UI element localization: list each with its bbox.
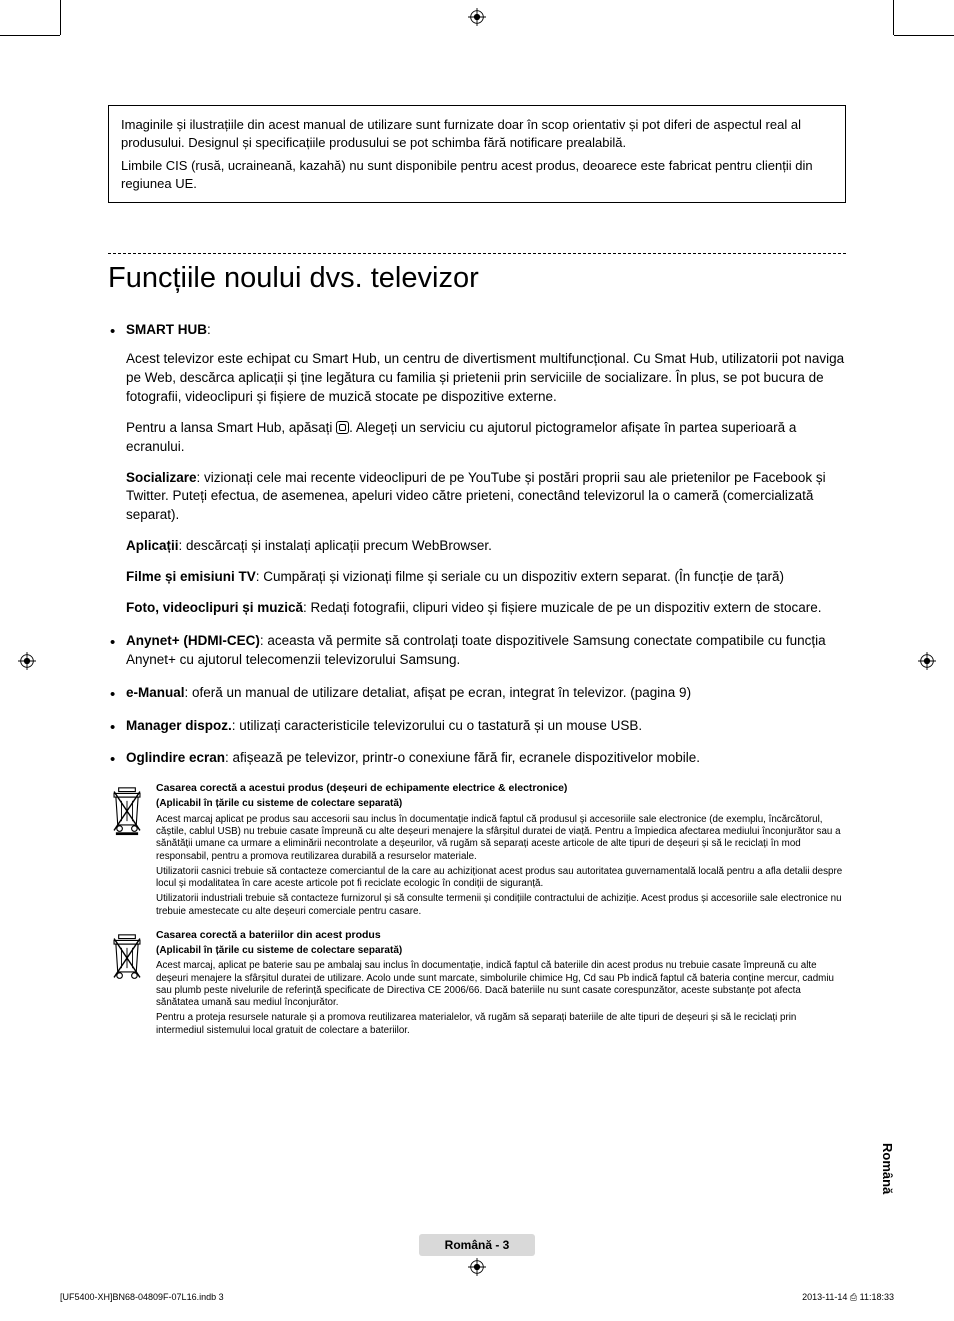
section-title: Funcțiile noului dvs. televizor [108,262,846,295]
recycle-bin-icon [108,929,146,1040]
feature-item-manager: Manager dispoz.: utilizați caracteristic… [126,717,846,736]
feature-paragraph: Aplicații: descărcați și instalați aplic… [126,537,846,556]
disposal-paragraph: Utilizatorii casnici trebuie să contacte… [156,866,846,890]
notice-paragraph: Imaginile și ilustrațiile din acest manu… [121,116,833,151]
page-footer: Română - 3 [60,1234,894,1256]
print-footer: [UF5400-XH]BN68-04809F-07L16.indb 3 2013… [60,1292,894,1303]
notice-box: Imaginile și ilustrațiile din acest manu… [108,105,846,203]
disposal-paragraph: Acest marcaj aplicat pe produs sau acces… [156,814,846,863]
feature-paragraph: Acest televizor este echipat cu Smart Hu… [126,350,846,407]
registration-mark-icon [18,652,36,670]
registration-mark-icon [918,652,936,670]
notice-paragraph: Limbile CIS (rusă, ucraineană, kazahă) n… [121,157,833,192]
print-footer-left: [UF5400-XH]BN68-04809F-07L16.indb 3 [60,1292,224,1303]
feature-item-anynet: Anynet+ (HDMI-CEC): aceasta vă permite s… [126,632,846,670]
disposal-title: Casarea corectă a bateriilor din acest p… [156,929,846,942]
disposal-subtitle: (Aplicabil în țările cu sisteme de colec… [156,798,846,811]
registration-mark-icon [468,8,486,26]
disposal-title: Casarea corectă a acestui produs (deșeur… [156,782,846,795]
dashed-separator [108,253,846,254]
feature-paragraph: Foto, videoclipuri și muzică: Redați fot… [126,599,846,618]
print-footer-right: 2013-11-14 ⎙ 11:18:33 [802,1292,894,1303]
page-frame: Imaginile și ilustrațiile din acest manu… [60,35,894,1286]
disposal-paragraph: Utilizatorii industriali trebuie să cont… [156,893,846,917]
recycle-bin-icon [108,782,146,921]
language-tab: Română [880,1141,895,1196]
page-number-pill: Română - 3 [419,1234,536,1256]
feature-list: SMART HUB: Acest televizor este echipat … [108,321,846,768]
feature-lead: e-Manual [126,685,185,700]
crop-mark [894,35,954,36]
feature-paragraph: Pentru a lansa Smart Hub, apăsați . Aleg… [126,419,846,457]
disposal-subtitle: (Aplicabil în țările cu sisteme de colec… [156,945,846,958]
feature-item-smarthub: SMART HUB: Acest televizor este echipat … [126,321,846,618]
feature-paragraph: Socializare: vizionați cele mai recente … [126,469,846,526]
feature-lead: SMART HUB [126,322,207,337]
disposal-block-battery: Casarea corectă a bateriilor din acest p… [108,929,846,1040]
feature-paragraph: Filme și emisiuni TV: Cumpărați și vizio… [126,568,846,587]
page-content: Imaginile și ilustrațiile din acest manu… [108,105,846,1048]
disposal-text: Casarea corectă a acestui produs (deșeur… [156,782,846,921]
crop-mark [893,0,894,35]
feature-item-emanual: e-Manual: oferă un manual de utilizare d… [126,684,846,703]
feature-lead: Anynet+ (HDMI-CEC) [126,633,260,648]
disposal-paragraph: Acest marcaj, aplicat pe baterie sau pe … [156,960,846,1009]
disposal-text: Casarea corectă a bateriilor din acest p… [156,929,846,1040]
feature-lead: Manager dispoz. [126,718,232,733]
crop-mark [0,35,60,36]
feature-lead: Oglindire ecran [126,750,225,765]
feature-item-oglindire: Oglindire ecran: afișează pe televizor, … [126,749,846,768]
smarthub-button-icon [336,421,349,434]
disposal-paragraph: Pentru a proteja resursele naturale și a… [156,1012,846,1036]
crop-mark [60,0,61,35]
disposal-block-product: Casarea corectă a acestui produs (deșeur… [108,782,846,921]
